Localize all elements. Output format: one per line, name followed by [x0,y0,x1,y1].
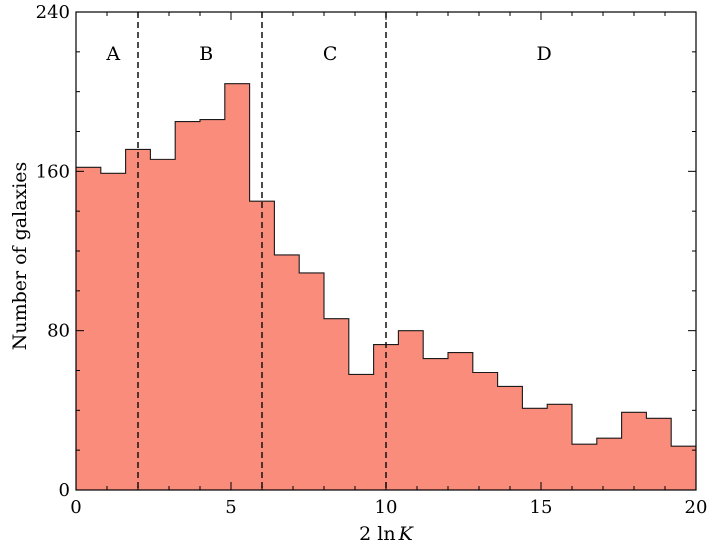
x-axis-label-prefix: 2 ln [359,523,395,545]
histogram-bar [175,121,201,491]
histogram-bar [596,438,622,490]
histogram-bar [76,167,102,490]
x-tick-label: 20 [685,497,708,518]
x-axis-label: 2 ln K [359,523,414,545]
y-tick-label: 0 [59,480,70,501]
x-tick-label: 15 [530,497,553,518]
histogram-bar [646,418,672,490]
y-tick-label: 160 [36,161,70,182]
histogram-bar [671,446,697,490]
y-axis-label: Number of galaxies [9,162,31,351]
histogram-bar [200,119,226,491]
histogram-bar [547,404,573,490]
histogram-bar [324,318,350,490]
plot-area: A B C D 0 5 10 15 20 0 80 160 240 [36,2,708,518]
histogram-bar [472,372,498,490]
x-tick-label: 5 [225,497,236,518]
histogram-bar [150,159,176,490]
histogram-bar [621,412,647,490]
x-tick-label: 0 [70,497,81,518]
histogram-bar [348,374,374,490]
histogram-bar [398,330,424,490]
region-label: B [199,43,213,65]
region-label: D [536,43,551,65]
histogram-bar [299,272,325,490]
histogram-bar [125,149,151,491]
histogram-bar [448,352,474,490]
histogram-bar [224,83,250,490]
histogram-bar [274,254,300,490]
histogram-bar [100,173,126,490]
y-tick-label: 80 [47,321,70,342]
x-axis-label-variable: K [398,523,415,545]
region-label: C [323,43,338,65]
y-tick-label: 240 [36,2,70,23]
x-tick-label: 10 [375,497,398,518]
histogram-bar [522,408,548,490]
histogram-bar [572,444,598,490]
histogram-bar [497,386,523,490]
histogram-bar [423,358,449,490]
region-label: A [105,43,120,65]
